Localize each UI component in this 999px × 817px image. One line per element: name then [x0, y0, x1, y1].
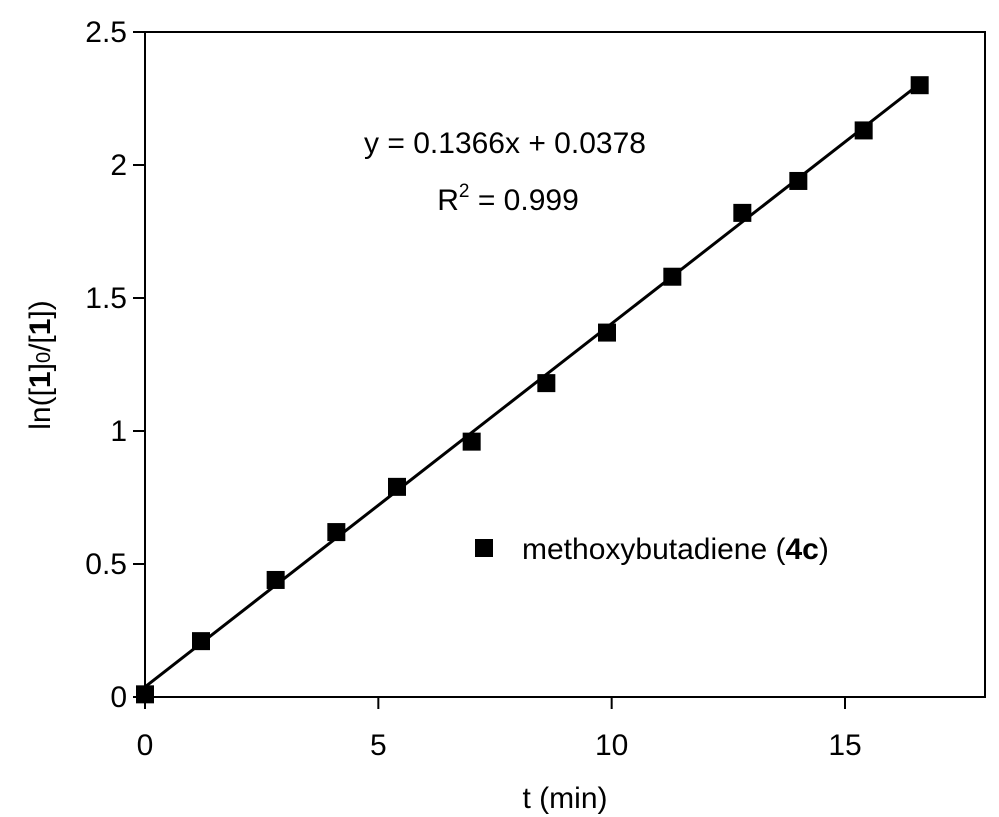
data-point — [136, 685, 154, 704]
data-points-layer — [136, 76, 929, 704]
x-tick-label: 15 — [828, 729, 861, 762]
data-point — [537, 374, 556, 393]
data-point — [388, 477, 406, 496]
data-point — [789, 171, 808, 190]
data-point — [192, 632, 210, 651]
y-axis-label-suffix: ]) — [24, 300, 57, 318]
x-tick-label: 10 — [595, 729, 628, 762]
legend-marker-square-icon — [475, 539, 493, 557]
x-tick-label: 0 — [137, 729, 154, 762]
y-axis-label-subscript: 0 — [33, 352, 55, 363]
data-point — [854, 121, 873, 140]
data-point — [598, 323, 616, 342]
r-squared-value: = 0.999 — [469, 184, 578, 217]
legend: methoxybutadiene (4c) — [475, 533, 829, 566]
data-point — [462, 432, 481, 451]
x-axis-label: t (min) — [523, 782, 608, 815]
data-point — [266, 570, 285, 589]
legend-entry-text: methoxybutadiene ( — [522, 533, 786, 566]
x-axis-ticks: 0 5 10 15 — [137, 697, 862, 762]
y-axis-label-bold-1: 1 — [24, 371, 57, 388]
legend-entry-close: ) — [819, 533, 829, 566]
r-squared: R2 = 0.999 — [437, 181, 579, 217]
y-tick-label: 0 — [110, 681, 127, 714]
y-axis-label-mid2: /[ — [24, 335, 57, 352]
plot-frame — [144, 31, 986, 698]
y-tick-label: 2 — [110, 149, 127, 182]
legend-entry: methoxybutadiene (4c) — [522, 533, 829, 566]
y-axis-label: ln([1]0/[1]) — [24, 300, 57, 430]
x-tick-label: 5 — [370, 729, 387, 762]
y-tick-label: 2.5 — [85, 16, 127, 49]
fit-equation: y = 0.1366x + 0.0378 — [364, 127, 646, 160]
data-point — [910, 76, 929, 95]
r-squared-prefix: R — [437, 184, 459, 217]
plot-area — [144, 31, 986, 698]
data-point — [327, 523, 346, 542]
y-axis-ticks: 0 0.5 1 1.5 2 2.5 — [85, 16, 145, 714]
r-squared-superscript: 2 — [459, 181, 470, 202]
legend-entry-bold: 4c — [786, 533, 819, 566]
y-tick-label: 1.5 — [85, 282, 127, 315]
y-axis-label-bold-2: 1 — [24, 319, 57, 336]
y-axis-label-mid: ] — [24, 363, 57, 371]
y-tick-label: 1 — [110, 415, 127, 448]
data-point — [663, 267, 682, 286]
data-point — [733, 203, 752, 222]
y-tick-label: 0.5 — [85, 548, 127, 581]
y-axis-label-prefix: ln([ — [24, 387, 57, 429]
